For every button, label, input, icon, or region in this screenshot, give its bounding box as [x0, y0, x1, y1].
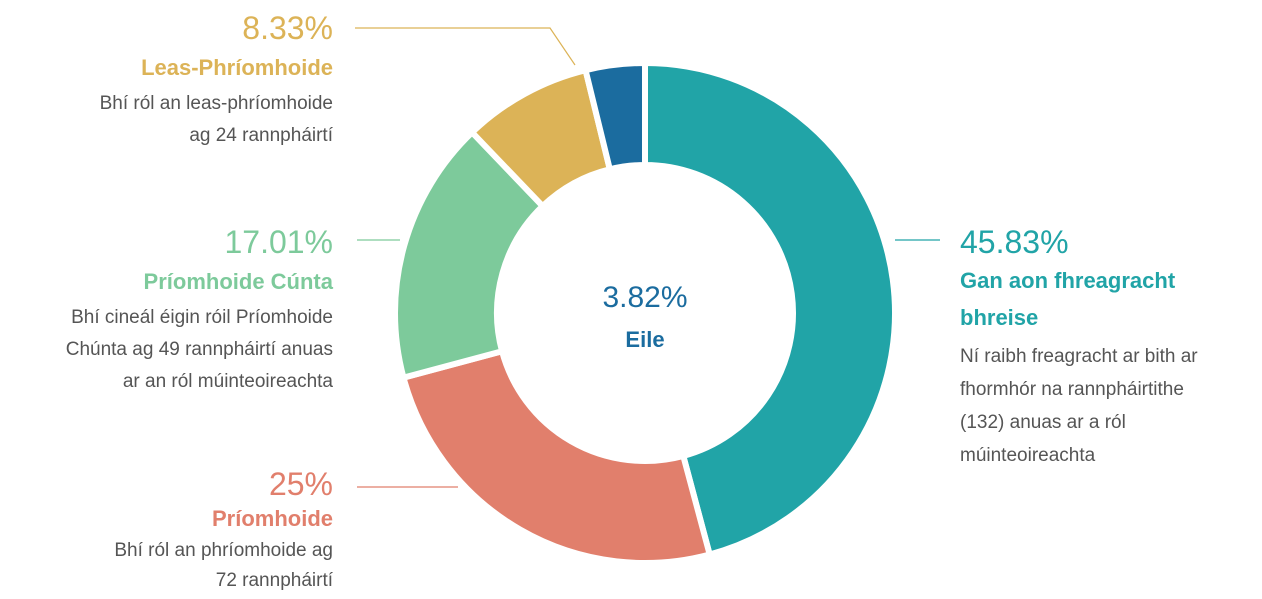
center-value: 3.82%	[602, 281, 688, 314]
donut-slice	[581, 59, 648, 173]
slice-name: Príomhoide Cúnta	[143, 269, 333, 294]
slice-description: ag 24 rannpháirtí	[189, 125, 333, 146]
slice-description: Bhí ról an phríomhoide ag	[114, 540, 333, 561]
slice-label: 45.83% Gan aon fhreagracht bhreise Ní raib…	[960, 222, 1240, 472]
slice-value: 17.01%	[224, 224, 333, 260]
slice-label: 17.01% Príomhoide Cúnta Bhí cineál éigin r…	[0, 222, 333, 398]
slice-description: Chúnta ag 49 rannpháirtí anuas	[65, 339, 333, 360]
slice-label: 8.33% Leas-Phríomhoide Bhí ról an leas-phr…	[0, 8, 333, 152]
slice-description: fhormhór na rannpháirtithe	[960, 379, 1184, 400]
slice-description: 72 rannpháirtí	[215, 570, 333, 591]
donut-slice	[399, 347, 714, 566]
center-name: Eile	[625, 327, 665, 352]
slice-description: Bhí cineál éigin róil Príomhoide	[71, 307, 333, 328]
donut-slice	[642, 59, 899, 559]
donut-slice	[392, 128, 547, 382]
slice-label: 25% Príomhoide Bhí ról an phríomhoide ag 72…	[0, 466, 333, 596]
slice-name: Leas-Phríomhoide	[141, 55, 333, 80]
leader-line	[355, 27, 576, 66]
slice-description: Ní raibh freagracht ar bith ar	[960, 346, 1198, 367]
slice-description: (132) anuas ar a ról	[960, 412, 1126, 433]
slice-value: 45.83%	[960, 224, 1069, 260]
slice-description: múinteoireachta	[960, 445, 1096, 466]
slice-name: Gan aon fhreagracht bhreise	[960, 268, 1176, 330]
slice-value: 25%	[268, 466, 333, 502]
slice-description: ar an ról múinteoireachta	[122, 371, 333, 392]
slice-name: Príomhoide	[211, 506, 333, 531]
slice-description: Bhí ról an leas-phríomhoide	[99, 93, 333, 114]
slice-value: 8.33%	[242, 10, 333, 46]
